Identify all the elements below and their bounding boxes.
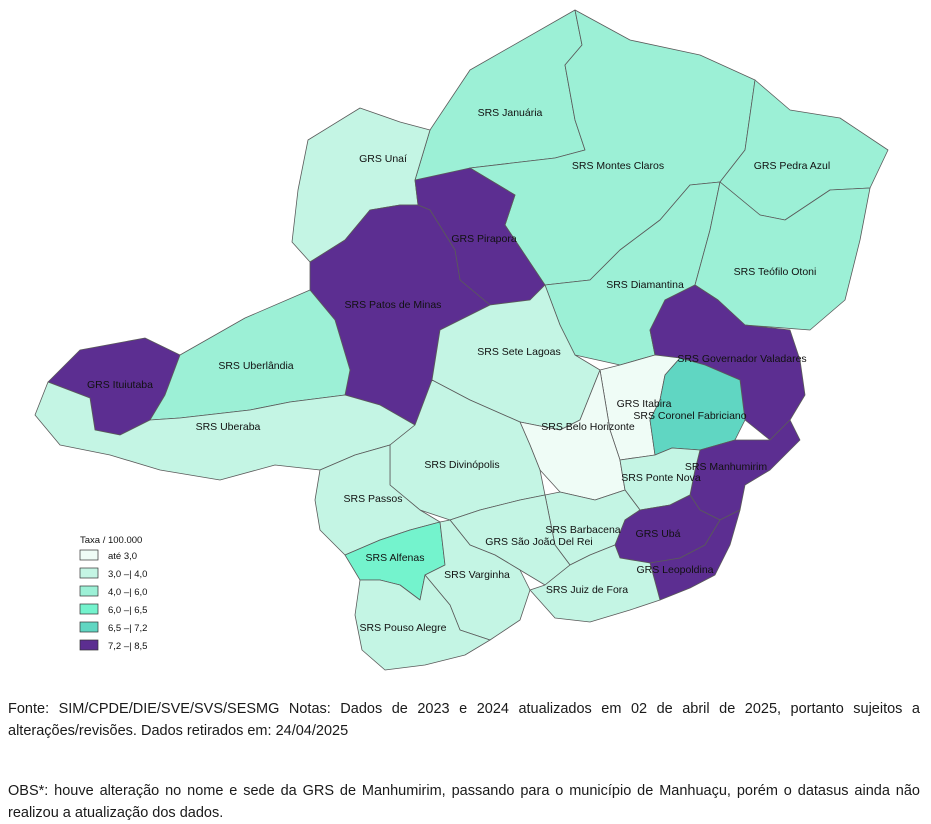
map-legend: Taxa / 100.000 até 3,0 3,0 –| 4,0 4,0 –|… (79, 535, 147, 652)
region-label: SRS Ponte Nova (621, 472, 701, 484)
legend-label: 6,5 –| 7,2 (108, 623, 147, 634)
obs-note: OBS*: houve alteração no nome e sede da … (8, 783, 920, 821)
region-pouso-alegre (354, 574, 491, 671)
region-label: GRS Itabira (617, 398, 672, 410)
source-note: Fonte: SIM/CPDE/DIE/SVE/SVS/SESMG Notas:… (8, 701, 920, 739)
region-label: GRS São João Del Rei (485, 536, 592, 548)
region-label: GRS Unaí (359, 153, 407, 165)
region-label: SRS Juiz de Fora (546, 584, 628, 596)
legend-label: 4,0 –| 6,0 (108, 587, 147, 598)
region-belo-horizonte (519, 369, 626, 501)
legend-swatch (79, 567, 99, 579)
region-label: SRS Pouso Alegre (360, 622, 447, 634)
region-label: GRS Ituiutaba (87, 379, 153, 391)
region-label: SRS Governador Valadares (677, 353, 806, 365)
legend-swatch (79, 549, 99, 561)
legend-title: Taxa / 100.000 (80, 535, 142, 546)
region-label: SRS Sete Lagoas (477, 346, 560, 358)
region-leopoldina (649, 509, 741, 601)
region-label: SRS Passos (344, 493, 403, 505)
region-label: SRS Uberaba (196, 421, 261, 433)
region-label: SRS Varginha (444, 569, 510, 581)
region-label: SRS Barbacena (545, 524, 620, 536)
region-label: SRS Divinópolis (424, 459, 499, 471)
region-label: SRS Patos de Minas (345, 299, 442, 311)
region-label: SRS Uberlândia (218, 360, 293, 372)
choropleth-map: SRS Januária GRS Unaí SRS Montes Claros … (34, 9, 889, 671)
legend-label: até 3,0 (108, 551, 137, 562)
region-label: SRS Belo Horizonte (541, 421, 635, 433)
region-label: GRS Pirapora (451, 233, 517, 245)
region-label: GRS Leopoldina (636, 564, 713, 576)
legend-swatch (79, 585, 99, 597)
legend-swatch (79, 621, 99, 633)
region-label: GRS Ubá (636, 528, 681, 540)
legend-swatch (79, 639, 99, 651)
region-labels: SRS Januária GRS Unaí SRS Montes Claros … (87, 107, 830, 634)
region-label: SRS Montes Claros (572, 160, 664, 172)
legend-label: 6,0 –| 6,5 (108, 605, 147, 616)
legend-swatch (79, 603, 99, 615)
region-juiz-de-fora (529, 544, 661, 623)
legend-label: 7,2 –| 8,5 (108, 641, 147, 652)
region-label: SRS Manhumirim (685, 461, 768, 473)
region-label: SRS Alfenas (366, 552, 425, 564)
region-label: SRS Teófilo Otoni (734, 266, 817, 278)
regions-layer (34, 9, 889, 671)
region-label: SRS Coronel Fabriciano (633, 410, 746, 422)
region-label: SRS Januária (478, 107, 543, 119)
region-label: GRS Pedra Azul (754, 160, 830, 172)
region-label: SRS Diamantina (606, 279, 684, 291)
legend-label: 3,0 –| 4,0 (108, 569, 147, 580)
